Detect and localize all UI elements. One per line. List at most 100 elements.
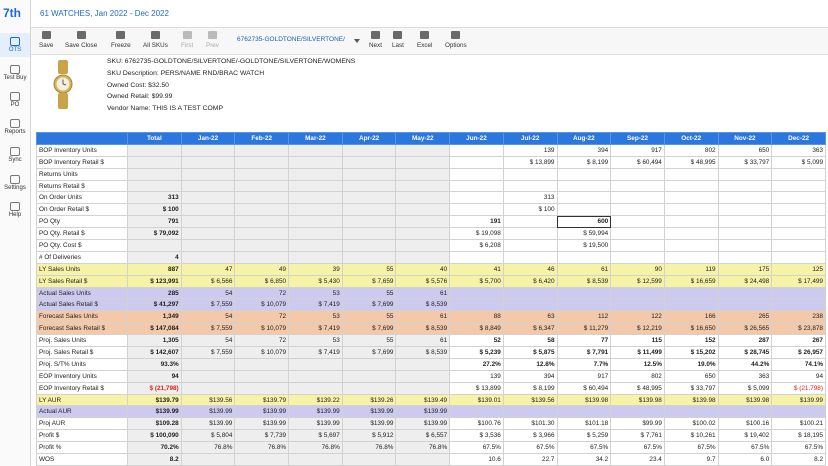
table-cell[interactable] (663, 179, 719, 193)
table-cell[interactable] (610, 191, 665, 205)
table-cell[interactable] (717, 215, 773, 229)
table-cell[interactable] (610, 227, 665, 241)
table-cell[interactable]: $ 12,599 (610, 274, 665, 288)
table-cell[interactable]: $ 8,849 (449, 322, 504, 336)
table-cell[interactable]: 74.1% (771, 357, 826, 371)
logo[interactable]: 7th (3, 6, 21, 20)
table-cell[interactable]: $ 5,259 (556, 429, 612, 443)
table-cell[interactable] (502, 227, 558, 241)
table-cell[interactable] (717, 250, 773, 264)
table-cell[interactable]: 802 (663, 143, 719, 157)
table-cell[interactable] (610, 250, 665, 264)
table-cell[interactable]: $ 6,420 (502, 274, 558, 288)
table-cell[interactable]: $ 6,347 (502, 322, 558, 336)
table-cell[interactable]: 23.4 (610, 453, 665, 466)
table-cell[interactable]: 34.2 (556, 453, 612, 466)
table-cell[interactable]: $ 7,791 (556, 346, 612, 359)
table-cell[interactable] (771, 227, 826, 241)
table-cell[interactable] (610, 167, 665, 181)
table-cell[interactable]: 67.5% (771, 441, 826, 455)
table-cell[interactable]: 115 (610, 334, 665, 348)
toolbar-button[interactable]: Last (392, 30, 404, 49)
table-cell[interactable]: $ 5,099 (771, 155, 826, 169)
toolbar-button[interactable]: Excel (417, 30, 432, 49)
table-cell[interactable]: $ 8,199 (502, 381, 558, 395)
table-cell[interactable]: $139.98 (610, 393, 665, 407)
table-cell[interactable]: 394 (556, 143, 612, 157)
table-cell[interactable]: 313 (502, 191, 558, 205)
table-cell[interactable]: $ 23,878 (771, 322, 826, 336)
table-cell[interactable] (717, 239, 773, 252)
table-cell[interactable]: 27.2% (449, 357, 504, 371)
table-cell[interactable]: 394 (502, 369, 558, 383)
table-cell[interactable]: 67.5% (610, 441, 665, 455)
toolbar-button[interactable]: Options (445, 30, 467, 49)
table-cell[interactable] (771, 239, 826, 252)
table-cell[interactable]: 650 (663, 369, 719, 383)
table-cell[interactable]: 41 (449, 262, 504, 276)
table-cell[interactable] (502, 167, 558, 181)
table-cell[interactable] (717, 405, 773, 419)
table-cell[interactable]: 67.5% (502, 441, 558, 455)
toolbar-button[interactable]: Next (369, 30, 382, 49)
table-cell[interactable]: $100.02 (663, 417, 719, 431)
table-cell[interactable] (663, 167, 719, 181)
table-cell[interactable]: $ 48,995 (610, 381, 665, 395)
table-cell[interactable]: 139 (502, 143, 558, 157)
table-cell[interactable]: 363 (717, 369, 773, 383)
sidebar-item[interactable]: Sync (0, 143, 30, 167)
table-cell[interactable] (556, 191, 612, 205)
table-cell[interactable]: $ 13,899 (449, 381, 504, 395)
table-cell[interactable] (663, 239, 719, 252)
table-cell[interactable] (449, 191, 504, 205)
table-cell[interactable]: 112 (556, 310, 612, 324)
table-cell[interactable] (610, 286, 665, 300)
sidebar-item[interactable]: Test Buy (0, 61, 30, 85)
table-cell[interactable] (556, 298, 612, 312)
table-cell[interactable] (610, 239, 665, 252)
table-cell[interactable] (771, 179, 826, 193)
table-cell[interactable]: $ 5,239 (449, 346, 504, 359)
table-cell[interactable] (502, 215, 558, 229)
table-cell[interactable] (717, 227, 773, 241)
table-cell[interactable] (717, 298, 773, 312)
table-cell[interactable]: $ 5,875 (502, 346, 558, 359)
sku-select[interactable]: 6762735-GOLDTONE/SILVERTONE/ (237, 36, 345, 43)
table-cell[interactable]: $ 60,494 (556, 381, 612, 395)
table-cell[interactable]: $ (21,798) (771, 381, 826, 395)
table-cell[interactable] (663, 203, 719, 217)
table-cell[interactable]: $ 8,539 (556, 274, 612, 288)
table-cell[interactable] (717, 203, 773, 217)
table-cell[interactable]: 63 (502, 310, 558, 324)
table-cell[interactable] (449, 250, 504, 264)
table-cell[interactable]: 238 (771, 310, 826, 324)
table-cell[interactable]: $ 26,957 (771, 346, 826, 359)
sidebar-item[interactable]: OTS (0, 33, 30, 57)
table-cell[interactable] (610, 203, 665, 217)
table-cell[interactable]: 7.7% (556, 357, 612, 371)
table-cell[interactable] (663, 298, 719, 312)
table-cell[interactable] (502, 179, 558, 193)
table-cell[interactable]: 175 (717, 262, 773, 276)
table-cell[interactable]: $ 16,650 (663, 322, 719, 336)
table-cell[interactable] (663, 286, 719, 300)
table-cell[interactable]: $ 7,761 (610, 429, 665, 443)
table-cell[interactable]: $ 33,797 (663, 381, 719, 395)
table-cell[interactable]: $101.18 (556, 417, 612, 431)
table-cell[interactable]: $139.01 (449, 393, 504, 407)
table-cell[interactable] (449, 405, 504, 419)
table-cell[interactable] (771, 191, 826, 205)
table-cell[interactable]: $100.16 (717, 417, 773, 431)
table-cell[interactable]: 122 (610, 310, 665, 324)
table-cell[interactable]: 67.5% (663, 441, 719, 455)
table-cell[interactable] (771, 203, 826, 217)
table-cell[interactable] (771, 405, 826, 419)
toolbar-button[interactable]: Save Close (65, 30, 97, 49)
table-cell[interactable]: 802 (610, 369, 665, 383)
table-cell[interactable] (663, 215, 719, 229)
table-cell[interactable]: $ 11,499 (610, 346, 665, 359)
table-cell[interactable]: 44.2% (717, 357, 773, 371)
table-cell[interactable] (610, 405, 665, 419)
table-cell[interactable]: $139.98 (717, 393, 773, 407)
table-cell[interactable] (610, 298, 665, 312)
